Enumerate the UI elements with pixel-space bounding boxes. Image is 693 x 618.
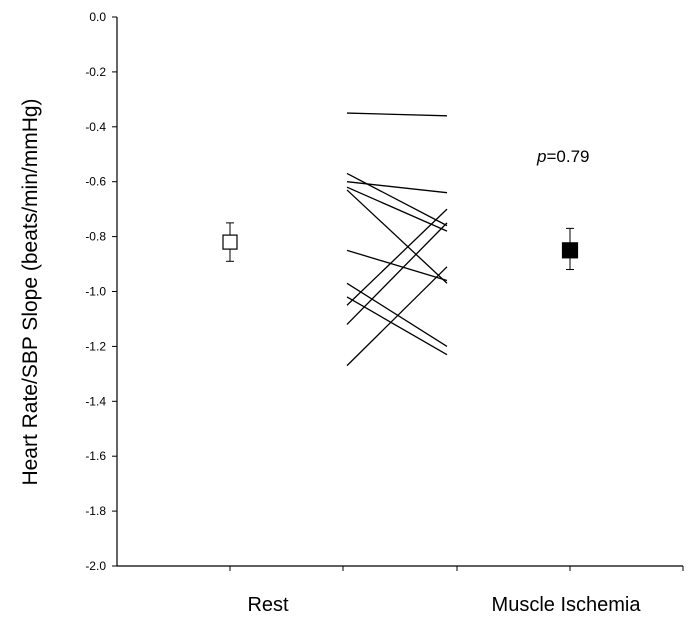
y-tick-label: -1.8 <box>85 504 106 518</box>
individual-pair-line <box>346 172 448 227</box>
y-tick-label: -0.6 <box>85 175 106 189</box>
y-tick-label: 0.0 <box>89 10 106 24</box>
individual-pair-line <box>346 208 448 306</box>
individual-pair-line <box>346 189 448 284</box>
individual-pair-lines <box>346 112 448 367</box>
mean-marker-rest <box>222 234 238 250</box>
y-tick-label: -0.4 <box>85 120 106 134</box>
y-axis-title: Heart Rate/SBP Slope (beats/min/mmHg) <box>19 98 42 485</box>
y-tick-label: -1.2 <box>85 339 106 353</box>
individual-pair-line <box>346 181 448 194</box>
individual-pair-line <box>346 249 448 282</box>
y-tick-labels: 0.0 -0.2 -0.4 -0.6 -0.8 -1.0 -1.2 -1.4 -1.6 -1.8 -… <box>85 10 106 573</box>
x-category-label-rest: Rest <box>247 594 289 616</box>
p-value-text: =0.79 <box>546 147 589 166</box>
y-tick-label: -0.8 <box>85 230 106 244</box>
x-category-label-muscle-ischemia: Muscle Ischemia <box>492 594 642 616</box>
individual-pair-line <box>346 222 448 325</box>
p-value-symbol: p <box>536 147 546 166</box>
y-tick-label: -1.0 <box>85 285 106 299</box>
individual-pair-line <box>346 186 448 232</box>
individual-pair-line <box>346 266 448 367</box>
individual-pair-line <box>346 282 448 347</box>
y-tick-label: -1.6 <box>85 449 106 463</box>
individual-pair-line <box>346 112 448 117</box>
y-tick-label: -2.0 <box>85 559 106 573</box>
p-value-annotation: p=0.79 <box>536 147 589 166</box>
axes <box>112 16 684 571</box>
mean-marker-ischemia <box>561 242 579 259</box>
individual-pair-line <box>346 296 448 356</box>
y-tick-label: -0.2 <box>85 65 106 79</box>
y-tick-label: -1.4 <box>85 394 106 408</box>
summary-markers <box>222 222 579 271</box>
